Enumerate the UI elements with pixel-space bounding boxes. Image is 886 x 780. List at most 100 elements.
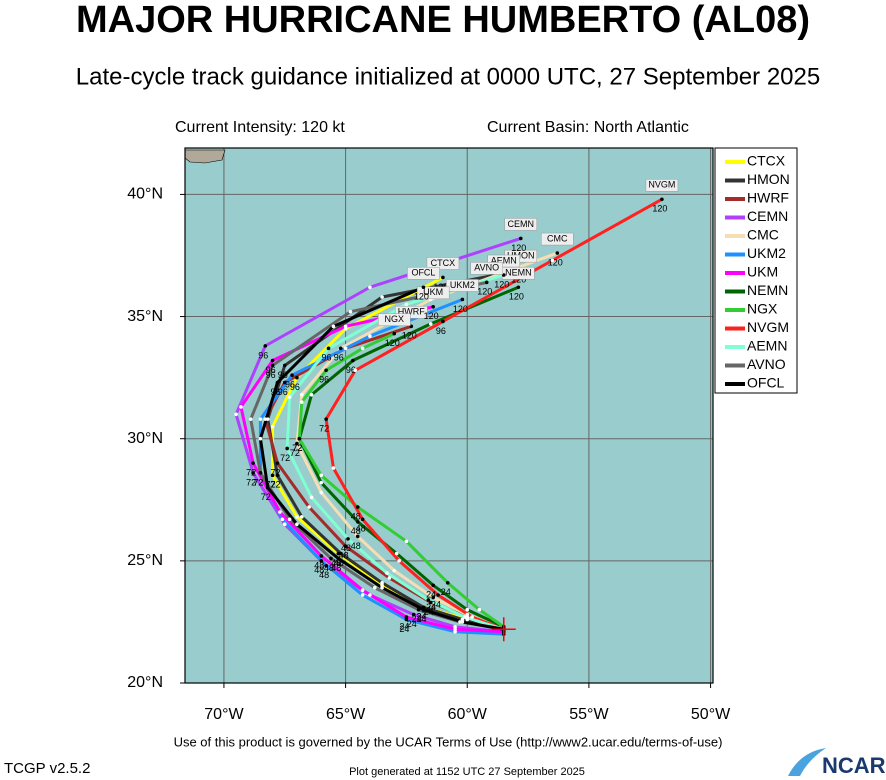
- track-point: [453, 627, 457, 632]
- hour-label: 96: [266, 370, 276, 380]
- hour-label: 72: [290, 448, 300, 458]
- plot: 24487296120CTCX24487296120HMON2448729612…: [185, 148, 713, 684]
- track-point: [336, 556, 341, 561]
- legend-label: UKM: [747, 264, 778, 280]
- hour-label: 120: [652, 204, 667, 214]
- track-point: [343, 324, 348, 329]
- legend-label: AEMN: [747, 338, 787, 354]
- track-point: [295, 441, 299, 446]
- track-point: [387, 576, 392, 580]
- track-point: [251, 461, 255, 465]
- track-point: [258, 471, 263, 475]
- track-point: [275, 473, 280, 478]
- hour-label: 96: [334, 353, 344, 363]
- model-tag: NGX: [384, 314, 404, 324]
- legend-label: HMON: [747, 171, 790, 187]
- hour-label: 72: [253, 477, 263, 487]
- track-point: [465, 607, 470, 612]
- model-tag-box: [378, 313, 411, 326]
- hour-label: 24: [412, 614, 422, 624]
- track-point: [411, 612, 416, 617]
- model-tag-box: [407, 266, 440, 280]
- track-point: [275, 380, 280, 385]
- track-point: [285, 446, 289, 451]
- generated-note: Plot generated at 1152 UTC 27 September …: [349, 766, 585, 778]
- track-point: [270, 358, 275, 363]
- track-point: [278, 510, 282, 514]
- model-tag-box: [426, 257, 460, 270]
- track-point: [380, 581, 384, 585]
- hour-label: 120: [511, 275, 526, 285]
- model-tag-box: [416, 286, 450, 300]
- hour-label: 24: [416, 614, 426, 624]
- track-point: [295, 515, 299, 519]
- hour-label: 72: [292, 443, 302, 453]
- hour-label: 24: [399, 624, 409, 634]
- track-point: [392, 331, 397, 336]
- track-point: [319, 473, 324, 478]
- track-point: [346, 537, 350, 541]
- hour-label: 96: [436, 326, 446, 336]
- hour-label: 48: [339, 551, 349, 561]
- track-point: [460, 297, 465, 302]
- track-point: [380, 295, 384, 299]
- legend: [714, 147, 798, 394]
- track-point: [441, 319, 445, 324]
- hour-label: 48: [319, 570, 329, 580]
- y-tick-label: 25°N: [127, 552, 163, 569]
- legend-label: NGX: [747, 301, 778, 317]
- hour-label: 72: [270, 480, 280, 490]
- hour-label: 24: [416, 612, 426, 622]
- track-point: [477, 607, 482, 612]
- track-point: [428, 600, 433, 605]
- track-point: [463, 615, 467, 619]
- track-point: [270, 473, 275, 478]
- track-point: [324, 368, 328, 373]
- x-tick-label: 50°W: [691, 706, 731, 723]
- track-point: [307, 505, 311, 509]
- model-tag: UKM2: [450, 280, 475, 290]
- track-point: [338, 551, 343, 556]
- track-point: [470, 615, 474, 619]
- track-point: [421, 285, 426, 290]
- track-point: [428, 322, 433, 326]
- track-point: [258, 436, 263, 441]
- track-point: [355, 534, 360, 539]
- track-point: [426, 598, 431, 602]
- hour-label: 120: [548, 257, 563, 267]
- plot-area: [185, 148, 713, 683]
- initial-position: [491, 617, 516, 642]
- track-point: [351, 358, 355, 363]
- track-point: [309, 495, 314, 500]
- track-point: [282, 380, 287, 385]
- track-point: [431, 583, 435, 588]
- track-point: [431, 595, 435, 600]
- track-point: [309, 392, 314, 397]
- track-point: [380, 585, 384, 590]
- hour-label: 96: [258, 350, 268, 360]
- hour-label: 24: [431, 599, 441, 609]
- track-point: [275, 461, 280, 465]
- track-point: [331, 466, 336, 470]
- model-tag-box: [470, 262, 503, 275]
- track-point: [372, 585, 377, 590]
- track-point: [324, 563, 328, 568]
- hour-label: 48: [356, 524, 366, 534]
- track-point: [343, 346, 348, 351]
- hour-label: 48: [334, 558, 344, 568]
- model-tag-box: [504, 218, 538, 231]
- model-tag: CEMN: [508, 219, 535, 229]
- track-point: [263, 417, 268, 421]
- track-point: [248, 417, 253, 421]
- track-point: [319, 559, 324, 563]
- intensity-note: Current Intensity: 120 kt: [175, 119, 345, 136]
- track-point: [295, 375, 299, 380]
- track-point: [484, 280, 489, 285]
- track-point: [331, 324, 336, 329]
- hour-label: 120: [453, 304, 468, 314]
- legend-label: CTCX: [747, 153, 786, 169]
- track-point: [660, 197, 664, 202]
- chart-subtitle: Late-cycle track guidance initialized at…: [76, 63, 820, 90]
- track-point: [319, 480, 324, 485]
- track-point: [360, 517, 365, 522]
